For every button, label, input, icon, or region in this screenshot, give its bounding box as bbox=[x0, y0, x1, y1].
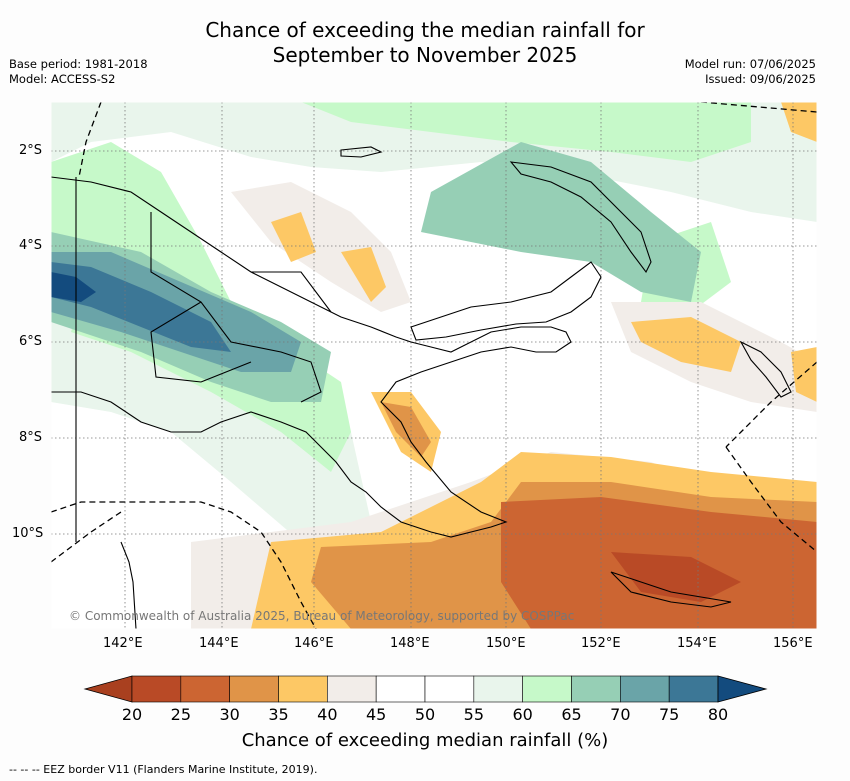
colorbar-segment-35-40 bbox=[278, 675, 328, 703]
colorbar-extend-high bbox=[717, 675, 768, 703]
colorbar-segment-20-25 bbox=[131, 675, 182, 703]
colorbar-segment-65-70 bbox=[571, 675, 621, 703]
title-line-1: Chance of exceeding the median rainfall … bbox=[205, 18, 645, 42]
model-run: Model run: 07/06/2025 bbox=[684, 57, 816, 71]
model-name: Model: ACCESS-S2 bbox=[9, 72, 116, 86]
colorbar-label-25: 25 bbox=[170, 705, 192, 724]
colorbar-label-80: 80 bbox=[707, 705, 729, 724]
colorbar-label-70: 70 bbox=[610, 705, 631, 724]
map-title: Chance of exceeding the median rainfall … bbox=[0, 18, 850, 68]
lat-tick-2s: 2°S bbox=[19, 143, 43, 158]
eez-borders bbox=[51, 102, 817, 629]
colorbar bbox=[83, 675, 768, 703]
new-guinea-coast bbox=[51, 176, 572, 538]
rainfall-map: © Commonwealth of Australia 2025, Bureau… bbox=[51, 102, 817, 629]
zone-60-65-north bbox=[301, 102, 751, 162]
base-period: Base period: 1981-2018 bbox=[9, 57, 148, 71]
colorbar-segment-30-35 bbox=[229, 675, 279, 703]
zone-35-40-east-edge bbox=[791, 347, 817, 402]
colorbar-extend-low bbox=[83, 675, 133, 703]
footer-legend: -- -- -- EEZ border V11 (Flanders Marine… bbox=[9, 763, 318, 776]
colorbar-label-20: 20 bbox=[121, 705, 143, 724]
lon-tick-148e: 148°E bbox=[390, 636, 430, 651]
colorbar-label-35: 35 bbox=[268, 705, 289, 724]
lon-tick-154e: 154°E bbox=[677, 636, 717, 651]
zone-80plus-west bbox=[51, 272, 96, 302]
zone-30-35-coast bbox=[381, 402, 431, 457]
colorbar-segment-70-75 bbox=[620, 675, 670, 703]
zone-65-70-ne bbox=[421, 142, 701, 302]
colorbar-segment-25-30 bbox=[180, 675, 230, 703]
colorbar-segment-45-50 bbox=[375, 675, 426, 703]
colorbar-segment-60-65 bbox=[522, 675, 572, 703]
colorbar-label-60: 60 bbox=[512, 705, 533, 724]
colorbar-segment-40-45 bbox=[327, 675, 377, 703]
lon-tick-142e: 142°E bbox=[103, 636, 143, 651]
lon-tick-156e: 156°E bbox=[773, 636, 813, 651]
colorbar-label-40: 40 bbox=[317, 705, 338, 724]
new-britain-coast bbox=[410, 261, 602, 341]
colorbar-title: Chance of exceeding median rainfall (%) bbox=[241, 730, 609, 751]
lon-tick-146e: 146°E bbox=[294, 636, 334, 651]
lat-tick-4s: 4°S bbox=[19, 238, 43, 253]
colorbar-label-50: 50 bbox=[414, 705, 436, 724]
zone-35-40-east bbox=[631, 317, 741, 372]
colorbar-label-65: 65 bbox=[561, 705, 582, 724]
issued-date: Issued: 09/06/2025 bbox=[705, 72, 816, 86]
lat-tick-6s: 6°S bbox=[19, 334, 43, 349]
meta-right: Model run: 07/06/2025 Issued: 09/06/2025 bbox=[685, 57, 816, 87]
australia-north-coast bbox=[120, 541, 137, 629]
zone-35-40-a bbox=[271, 212, 316, 262]
colorbar-label-30: 30 bbox=[219, 705, 240, 724]
lon-tick-144e: 144°E bbox=[199, 636, 239, 651]
colorbar-segment-50-55 bbox=[424, 675, 475, 703]
colorbar-segment-75-80 bbox=[668, 675, 719, 703]
zone-35-40-b bbox=[341, 247, 386, 302]
map-copyright: © Commonwealth of Australia 2025, Bureau… bbox=[69, 609, 574, 623]
lat-tick-10s: 10°S bbox=[12, 526, 44, 541]
colorbar-segment-55-60 bbox=[473, 675, 523, 703]
new-ireland-coast bbox=[509, 161, 652, 274]
manus-coast bbox=[340, 146, 383, 158]
colorbar-label-45: 45 bbox=[365, 705, 387, 724]
lat-tick-8s: 8°S bbox=[19, 430, 43, 445]
lon-tick-152e: 152°E bbox=[581, 636, 621, 651]
lon-tick-150e: 150°E bbox=[486, 636, 526, 651]
zone-75-80-west bbox=[51, 262, 231, 352]
bougainville-coast bbox=[739, 340, 792, 398]
zone-35-40-ne-corner bbox=[781, 102, 817, 142]
colorbar-label-75: 75 bbox=[658, 705, 680, 724]
zone-20-25-south bbox=[611, 552, 741, 602]
solomon-islands-coast bbox=[610, 571, 732, 608]
title-line-2: September to November 2025 bbox=[272, 43, 578, 67]
coastlines bbox=[51, 146, 792, 629]
colorbar-label-55: 55 bbox=[463, 705, 485, 724]
province-borders bbox=[150, 212, 332, 403]
meta-left: Base period: 1981-2018 Model: ACCESS-S2 bbox=[9, 57, 148, 87]
